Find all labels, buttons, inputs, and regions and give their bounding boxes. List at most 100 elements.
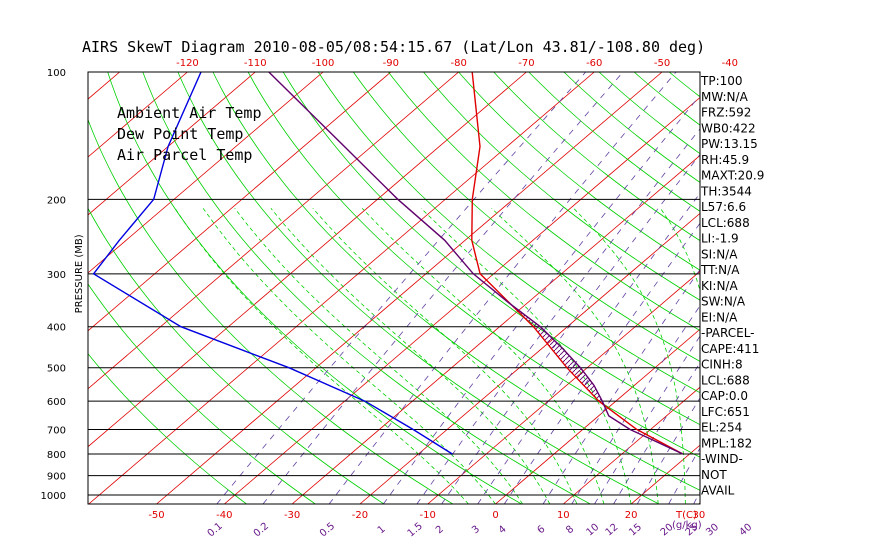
bottom-temperature-tick-label: -30 xyxy=(284,510,300,521)
dewpoint-profile-line xyxy=(92,72,453,455)
top-temperature-tick-label: -110 xyxy=(244,58,267,69)
mixing-ratio-label: 0.5 xyxy=(318,521,337,540)
moist-adiabat-line xyxy=(767,208,804,504)
index-entry: LFC:651 xyxy=(701,405,750,419)
moist-adiabat-line xyxy=(312,208,578,504)
index-entry: L57:6.6 xyxy=(701,200,746,214)
index-entry: RH:45.9 xyxy=(701,153,749,167)
background-grid xyxy=(88,72,870,504)
top-temperature-tick-label: -80 xyxy=(450,58,466,69)
index-entry: LI:-1.9 xyxy=(701,232,739,246)
cape-area xyxy=(477,261,630,425)
mixing-ratio-line xyxy=(382,94,700,504)
isotherm-line xyxy=(156,72,663,504)
isotherm-line xyxy=(88,72,324,274)
dry-adiabat-line xyxy=(88,283,316,504)
dry-adiabat-line xyxy=(598,72,700,155)
ambient-profile-line xyxy=(471,72,684,455)
top-temperature-tick-label: -100 xyxy=(312,58,335,69)
dry-adiabat-line xyxy=(247,72,700,458)
dry-adiabat-line xyxy=(317,72,700,394)
isotherm-line xyxy=(767,72,870,504)
mixing-ratio-label: 2 xyxy=(434,524,446,537)
dry-adiabat-line xyxy=(88,207,385,504)
dry-adiabat-line xyxy=(739,72,870,504)
legend: Ambient Air Temp Dew Point Temp Air Parc… xyxy=(117,104,262,164)
mixing-ratio-line xyxy=(503,222,700,504)
isotherm-line xyxy=(88,72,527,448)
index-entry: EL:254 xyxy=(701,421,742,435)
dry-adiabat-line xyxy=(107,72,522,504)
pressure-tick-label: 100 xyxy=(47,68,66,79)
plot-frame xyxy=(87,71,701,505)
pressure-tick-label: 1000 xyxy=(41,491,66,502)
index-entry: NOT xyxy=(701,468,727,482)
mixing-ratio-label: 40 xyxy=(737,522,754,539)
top-temperature-tick-label: -40 xyxy=(722,58,738,69)
mixing-ratio-label: 8 xyxy=(564,524,576,537)
mixing-ratio-line xyxy=(477,192,700,504)
index-entry: CAP:0.0 xyxy=(701,389,748,403)
top-temperature-tick-label: -50 xyxy=(654,58,670,69)
chart-title: AIRS SkewT Diagram 2010-08-05/08:54:15.6… xyxy=(82,38,705,56)
mixing-ratio-label: 0.1 xyxy=(206,521,225,540)
mixing-ratio-label: 1 xyxy=(376,524,388,537)
parcel-profile-line xyxy=(268,72,684,455)
dry-adiabat-line xyxy=(352,72,700,362)
index-entry: PW:13.15 xyxy=(701,137,758,151)
isotherm-line xyxy=(563,386,700,504)
isotherm-line xyxy=(291,154,700,504)
dry-adiabat-line xyxy=(177,72,660,504)
mixing-ratio-line xyxy=(416,128,700,504)
pressure-tick-label: 200 xyxy=(47,195,66,206)
index-entry: TT:N/A xyxy=(700,263,740,277)
index-entry: KI:N/A xyxy=(701,279,738,293)
isotherm-line xyxy=(88,72,392,332)
bottom-temperature-tick-label: 10 xyxy=(557,510,570,521)
top-temperature-tick-label: -120 xyxy=(176,58,199,69)
isotherm-line xyxy=(224,96,700,504)
index-entry: MPL:182 xyxy=(701,436,752,450)
moist-adiabat-line xyxy=(270,208,551,504)
index-entry: TH:3544 xyxy=(700,184,752,198)
mixing-ratio-label: 0.2 xyxy=(252,521,271,540)
dry-adiabat-line xyxy=(88,353,247,504)
isotherm-line xyxy=(359,212,700,504)
mixing-ratio-line xyxy=(216,72,586,504)
dry-adiabat-line xyxy=(458,72,700,271)
dry-adiabat-line xyxy=(775,72,870,504)
moist-adiabat-line xyxy=(420,208,632,504)
index-entry: SI:N/A xyxy=(701,247,738,261)
index-entry: AVAIL xyxy=(701,484,735,498)
index-entry: CINH:8 xyxy=(701,358,743,372)
dry-adiabat-line xyxy=(528,72,700,212)
mixing-ratio-label: 6 xyxy=(536,524,548,537)
bottom-axis-unit: T(C) xyxy=(675,510,697,521)
index-entry: EI:N/A xyxy=(701,310,738,324)
mixing-ratio-line xyxy=(262,72,624,504)
dry-adiabat-line xyxy=(845,72,870,504)
index-entry: -WIND- xyxy=(701,452,743,466)
bottom-temperature-tick-label: -10 xyxy=(420,510,436,521)
mixing-ratio-label: 1.5 xyxy=(406,521,425,540)
isotherm-line xyxy=(88,72,459,390)
isotherm-line xyxy=(88,72,120,100)
dry-adiabat-line xyxy=(493,72,700,242)
pressure-tick-label: 600 xyxy=(47,397,66,408)
index-entry: -PARCEL- xyxy=(701,326,755,340)
moist-adiabat-line xyxy=(573,208,686,504)
mixing-ratio-label: 15 xyxy=(627,522,644,539)
pressure-tick-label: 800 xyxy=(47,450,66,461)
bottom-temperature-tick-label: -40 xyxy=(216,510,232,521)
bottom-temperature-tick-label: -50 xyxy=(148,510,164,521)
dry-adiabat-line xyxy=(563,72,700,183)
mixing-ratio-label: 12 xyxy=(604,522,621,539)
legend-dewpoint: Dew Point Temp xyxy=(117,125,243,143)
mixing-ratio-line xyxy=(441,153,700,504)
bottom-temperature-tick-label: -20 xyxy=(352,510,368,521)
pressure-tick-label: 300 xyxy=(47,270,66,281)
pressure-tick-label: 400 xyxy=(47,323,66,334)
